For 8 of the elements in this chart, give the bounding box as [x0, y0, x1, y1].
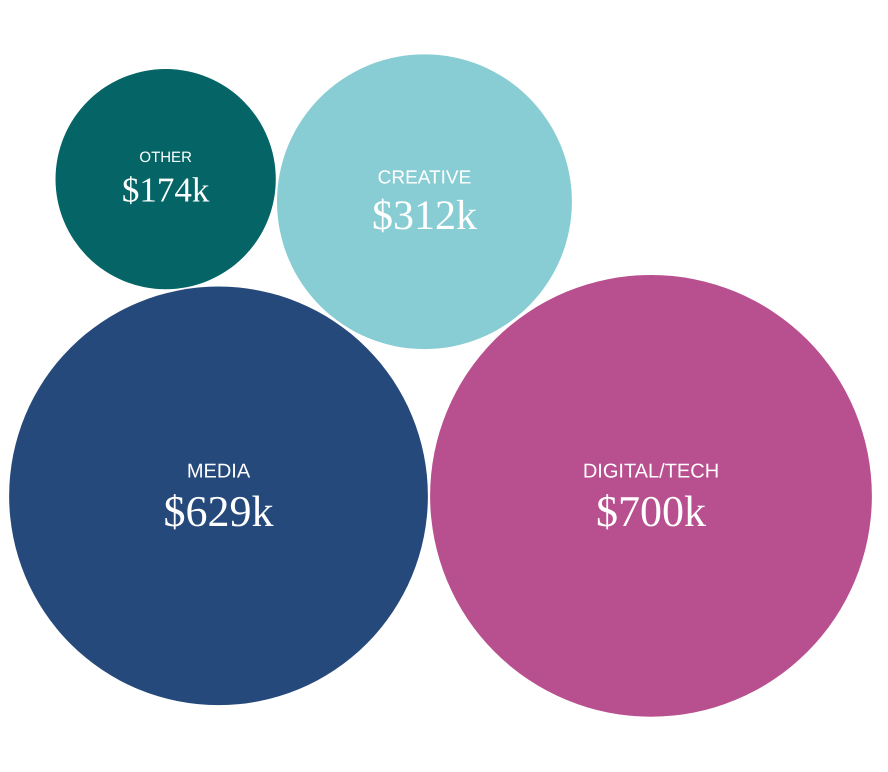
data-label: $312k: [372, 192, 477, 239]
category-label: DIGITAL/TECH: [582, 460, 720, 483]
data-label: $700k: [596, 487, 706, 536]
data-label: $174k: [122, 170, 210, 210]
category-label: MEDIA: [186, 460, 251, 483]
category-label: CREATIVE: [378, 167, 472, 188]
data-label: $629k: [164, 487, 274, 536]
category-label: OTHER: [139, 148, 192, 166]
